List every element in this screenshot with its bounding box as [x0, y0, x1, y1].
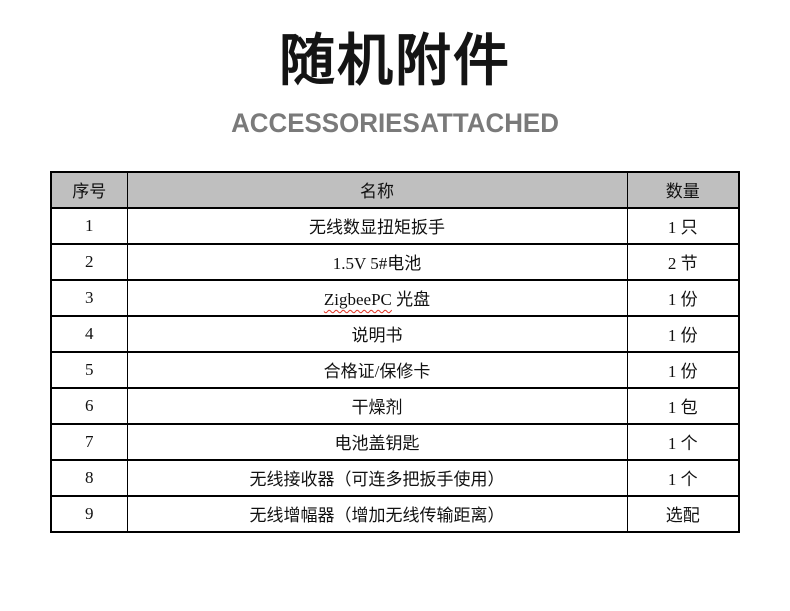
cell-qty: 1 份: [626, 278, 740, 317]
cell-no: 1: [50, 206, 128, 245]
table-row: 3 ZigbeePC 光盘 1 份: [50, 278, 740, 317]
cell-name: 无线接收器（可连多把扳手使用）: [126, 458, 628, 497]
table-row: 2 1.5V 5#电池 2 节: [50, 242, 740, 281]
cell-qty: 1 个: [626, 458, 740, 497]
cell-name: 无线增幅器（增加无线传输距离）: [126, 494, 628, 533]
cell-qty: 1 个: [626, 422, 740, 461]
page-header: 随机附件 ACCESSORIES ATTACHED: [0, 0, 790, 137]
cell-qty: 1 份: [626, 350, 740, 389]
cell-no: 4: [50, 314, 128, 353]
cell-no: 9: [50, 494, 128, 533]
cell-no: 6: [50, 386, 128, 425]
cell-qty: 1 包: [626, 386, 740, 425]
accessories-table: 序号 名称 数量 1 无线数显扭矩扳手 1 只 2 1.5V 5#电池 2 节 3 Zigbe…: [50, 170, 740, 533]
cell-name: 无线数显扭矩扳手: [126, 206, 628, 245]
cell-qty: 1 只: [626, 206, 740, 245]
table-row: 4 说明书 1 份: [50, 314, 740, 353]
column-header-name: 名称: [126, 170, 628, 209]
cell-name: 干燥剂: [126, 386, 628, 425]
cell-no: 3: [50, 278, 128, 317]
cell-no: 5: [50, 350, 128, 389]
column-header-no: 序号: [50, 170, 128, 209]
cell-name: 说明书: [126, 314, 628, 353]
page-subtitle: ACCESSORIES ATTACHED: [231, 107, 559, 138]
column-header-qty: 数量: [626, 170, 740, 209]
cell-qty: 2 节: [626, 242, 740, 281]
table-body: 1 无线数显扭矩扳手 1 只 2 1.5V 5#电池 2 节 3 ZigbeePC 光盘 1 份…: [50, 206, 740, 533]
misspelled-text: ZigbeePC: [323, 290, 392, 310]
cell-name: 1.5V 5#电池: [126, 242, 628, 281]
table-row: 8 无线接收器（可连多把扳手使用） 1 个: [50, 458, 740, 497]
cell-no: 8: [50, 458, 128, 497]
cell-qty: 选配: [626, 494, 740, 533]
table-row: 1 无线数显扭矩扳手 1 只: [50, 206, 740, 245]
table-row: 9 无线增幅器（增加无线传输距离） 选配: [50, 494, 740, 533]
page-title: 随机附件: [279, 29, 511, 92]
table-row: 6 干燥剂 1 包: [50, 386, 740, 425]
cell-no: 2: [50, 242, 128, 281]
cell-no: 7: [50, 422, 128, 461]
cell-name: 合格证/保修卡: [126, 350, 628, 389]
cell-name: 电池盖钥匙: [126, 422, 628, 461]
table-row: 5 合格证/保修卡 1 份: [50, 350, 740, 389]
table-header-row: 序号 名称 数量: [50, 170, 740, 209]
cell-qty: 1 份: [626, 314, 740, 353]
table-row: 7 电池盖钥匙 1 个: [50, 422, 740, 461]
cell-name: ZigbeePC 光盘: [126, 278, 628, 317]
